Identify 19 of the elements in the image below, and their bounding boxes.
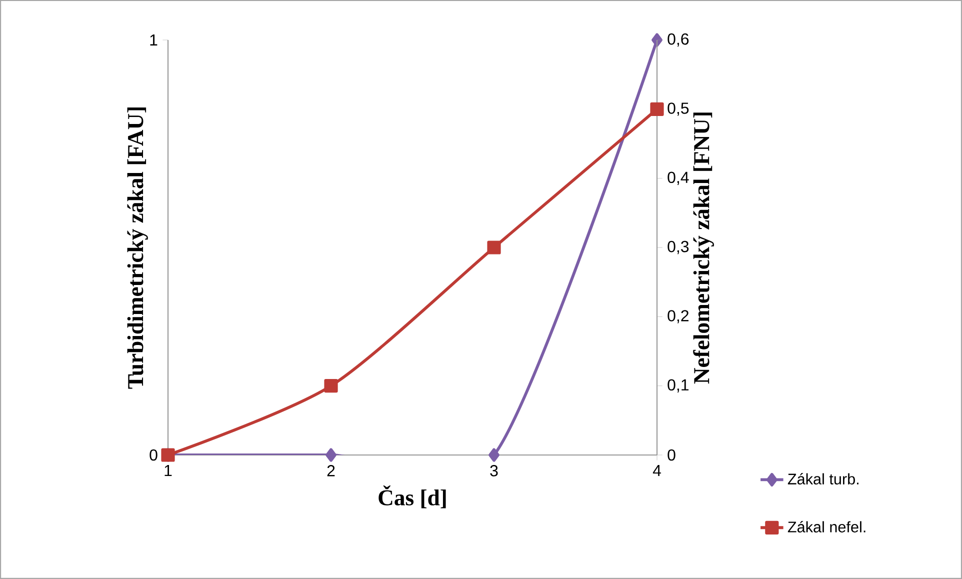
- x-tick-label: 4: [652, 465, 661, 476]
- x-axis-title: Čas [d]: [378, 486, 446, 508]
- x-tick-label: 2: [327, 465, 335, 476]
- y2-tick-label: 0,6: [668, 33, 689, 47]
- point: [650, 102, 664, 116]
- x-tick-label: 3: [490, 465, 498, 476]
- y2-tick-label: 0,1: [668, 379, 689, 392]
- y2-tick-label: 0: [668, 449, 676, 461]
- y2-axis-title: Nefelometrický zákal [FNU]: [693, 112, 714, 384]
- point: [487, 240, 501, 254]
- legend-label: Zákal turb.: [788, 473, 858, 484]
- y-axis-title: Turbidimetrický zákal [FAU]: [127, 108, 148, 389]
- y2-tick-label: 0,3: [668, 240, 689, 254]
- legend-label: Zákal nefel.: [788, 521, 866, 532]
- y2-tick-label: 0,5: [668, 102, 689, 116]
- x-tick-label: 1: [164, 465, 172, 476]
- y2-tick-label: 0,4: [668, 172, 689, 185]
- point: [324, 379, 338, 393]
- y2-tick-label: 0,2: [668, 310, 688, 324]
